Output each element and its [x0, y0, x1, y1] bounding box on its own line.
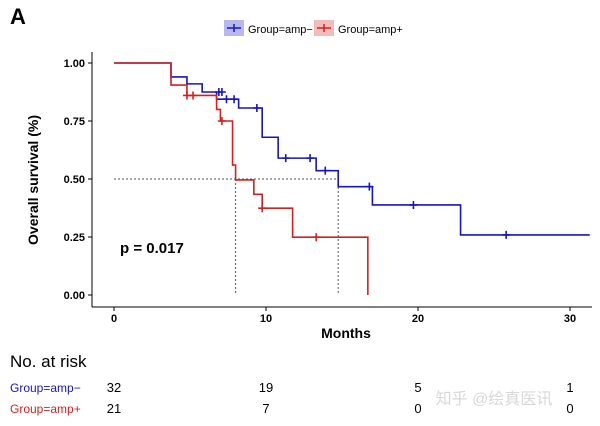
censor-mark [306, 154, 315, 163]
watermark: 知乎 @绘真医讯 [436, 390, 553, 408]
survival-curve-amp-minus [114, 62, 590, 236]
censor-mark [230, 95, 239, 104]
risk-value: 32 [107, 380, 121, 395]
risk-value: 5 [414, 380, 421, 395]
censor-mark [252, 104, 261, 113]
y-tick-label: 0.75 [64, 116, 85, 128]
risk-value: 0 [414, 401, 421, 416]
p-value-annotation: p = 0.017 [120, 240, 184, 257]
censor-mark [217, 88, 226, 96]
censor-mark [312, 233, 321, 242]
censor-mark [502, 230, 511, 239]
risk-row-label: Group=amp+ [10, 402, 81, 416]
x-tick-label: 10 [260, 313, 272, 325]
x-tick-label: 20 [412, 313, 424, 325]
y-tick-label: 0.00 [64, 290, 85, 302]
x-axis-label: Months [321, 325, 371, 341]
risk-value: 19 [259, 380, 273, 395]
legend: Group=amp− Group=amp+ [224, 20, 403, 36]
risk-value: 0 [566, 401, 573, 416]
censor-mark [321, 166, 330, 175]
legend-label: Group=amp+ [338, 24, 403, 36]
legend-censor-icon [227, 24, 241, 32]
risk-table: Group=amp− 32 19 5 1 Group=amp+ 21 7 0 0 [10, 380, 574, 416]
risk-value: 21 [107, 401, 121, 416]
risk-row-label: Group=amp− [10, 381, 81, 395]
y-tick-label: 0.50 [64, 174, 85, 186]
legend-censor-icon [317, 24, 331, 32]
censor-mark [281, 154, 290, 163]
x-tick-label: 30 [564, 313, 576, 325]
survival-curve-amp-plus [114, 62, 369, 295]
censor-mark [409, 200, 418, 209]
risk-value: 7 [262, 401, 269, 416]
x-tick-label: 0 [111, 313, 117, 325]
panel-label: A [10, 4, 26, 29]
y-axis-label: Overall survival (%) [25, 115, 41, 245]
risk-table-title: No. at risk [10, 352, 87, 371]
axes: 0.00 0.25 0.50 0.75 1.00 0 10 20 30 [64, 52, 592, 325]
censor-mark [189, 91, 198, 100]
y-tick-label: 1.00 [64, 58, 85, 70]
y-tick-label: 0.25 [64, 232, 85, 244]
risk-value: 1 [566, 380, 573, 395]
curves [114, 62, 590, 295]
legend-label: Group=amp− [248, 24, 313, 36]
censor-mark [365, 182, 374, 191]
censor-mark [222, 95, 231, 104]
censor-mark [258, 204, 267, 213]
censor-mark [217, 117, 226, 125]
